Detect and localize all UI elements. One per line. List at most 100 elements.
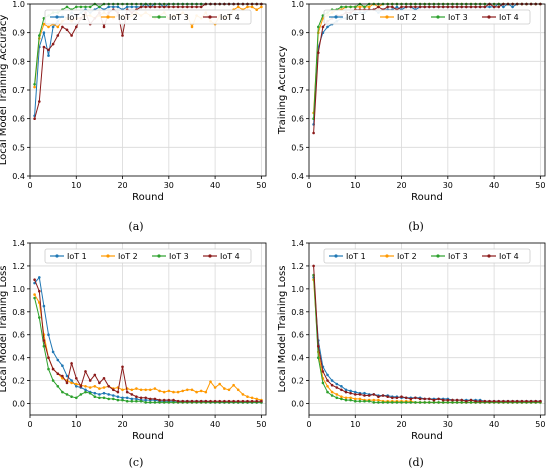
data-point <box>112 394 115 397</box>
x-tick-label: 20 <box>117 420 127 429</box>
data-point <box>47 48 50 52</box>
data-point <box>377 395 380 399</box>
data-point <box>167 5 171 9</box>
legend-marker <box>436 15 440 19</box>
data-point <box>65 381 69 385</box>
data-point <box>56 34 60 37</box>
data-point <box>98 5 101 9</box>
legend-box <box>323 9 531 25</box>
data-point <box>167 389 171 393</box>
data-point <box>241 393 245 396</box>
data-point <box>158 5 161 9</box>
data-point <box>255 8 258 11</box>
data-point <box>344 390 348 394</box>
legend-label: IoT 4 <box>499 13 519 22</box>
data-point <box>70 381 73 385</box>
data-point <box>511 399 514 403</box>
data-point <box>33 117 36 120</box>
data-point <box>488 5 491 9</box>
y-axis-title: Local Model Training Loss <box>277 266 288 393</box>
data-point <box>423 397 427 401</box>
data-point <box>246 395 249 399</box>
data-point <box>330 379 334 382</box>
y-tick-label: 1.0 <box>291 0 304 9</box>
data-point <box>404 401 408 404</box>
data-point <box>79 5 83 9</box>
data-point <box>529 399 533 403</box>
data-point <box>428 401 431 404</box>
data-point <box>195 399 198 403</box>
x-tick-label: 40 <box>489 420 499 429</box>
data-point <box>260 399 263 403</box>
data-point <box>400 395 403 399</box>
data-point <box>88 391 92 395</box>
legend-label: IoT 2 <box>118 13 138 22</box>
data-point <box>502 5 505 9</box>
data-point <box>144 401 147 404</box>
y-tick-label: 1.2 <box>291 262 304 271</box>
data-point <box>539 399 542 403</box>
data-point <box>56 358 60 362</box>
data-point <box>326 373 329 377</box>
data-point <box>84 390 87 394</box>
subfigure-caption: (a) <box>128 220 143 233</box>
data-point <box>107 385 110 388</box>
data-point <box>340 388 343 392</box>
y-tick-label: 0.4 <box>12 354 25 363</box>
data-point <box>437 5 440 9</box>
data-point <box>246 399 249 403</box>
data-point <box>130 5 134 9</box>
data-point <box>176 399 180 403</box>
data-point <box>437 397 440 401</box>
data-point <box>488 399 491 403</box>
data-point <box>381 401 385 404</box>
data-point <box>93 395 97 399</box>
legend-marker <box>487 15 491 19</box>
data-point <box>121 388 124 392</box>
y-axis-title: Training Accuracy <box>277 46 288 135</box>
data-point <box>455 5 459 9</box>
y-tick-label: 0.9 <box>12 29 25 38</box>
data-point <box>181 5 184 9</box>
data-point <box>125 390 129 394</box>
data-point <box>395 401 399 404</box>
data-point <box>38 276 41 279</box>
chart-3: 0 10 20 30 40 50 0.0 0.2 0.4 0.6 0.8 1.0 1.2 1.4 Round… <box>0 239 266 469</box>
data-point <box>344 5 348 9</box>
data-point <box>335 396 339 400</box>
data-point <box>349 5 352 9</box>
data-point <box>204 390 208 394</box>
data-point <box>377 401 380 404</box>
data-point <box>446 398 450 402</box>
legend-marker <box>55 15 59 19</box>
data-point <box>326 25 329 29</box>
data-point <box>250 5 254 9</box>
data-point <box>65 5 69 9</box>
data-point <box>181 389 184 393</box>
data-point <box>107 397 110 401</box>
y-tick-label: 0.2 <box>12 377 25 386</box>
data-point <box>47 54 50 57</box>
data-point <box>423 401 427 404</box>
data-point <box>75 385 78 388</box>
data-point <box>153 387 157 390</box>
data-point <box>144 388 147 392</box>
data-point <box>75 377 78 380</box>
data-point <box>232 399 235 403</box>
data-point <box>344 396 348 400</box>
data-point <box>344 388 348 392</box>
data-point <box>190 25 194 29</box>
data-point <box>363 391 366 395</box>
legend-marker <box>106 15 110 19</box>
data-point <box>354 393 357 396</box>
data-point <box>70 395 73 399</box>
x-tick-label: 50 <box>535 181 545 190</box>
plot-area <box>30 243 266 415</box>
series-iot-2 <box>33 293 263 402</box>
data-point <box>340 395 343 399</box>
x-tick-label: 30 <box>443 181 453 190</box>
data-point <box>441 398 445 402</box>
y-axis-title: Local Model Training Loss <box>0 266 9 393</box>
data-point <box>33 278 36 282</box>
data-point <box>372 401 376 404</box>
